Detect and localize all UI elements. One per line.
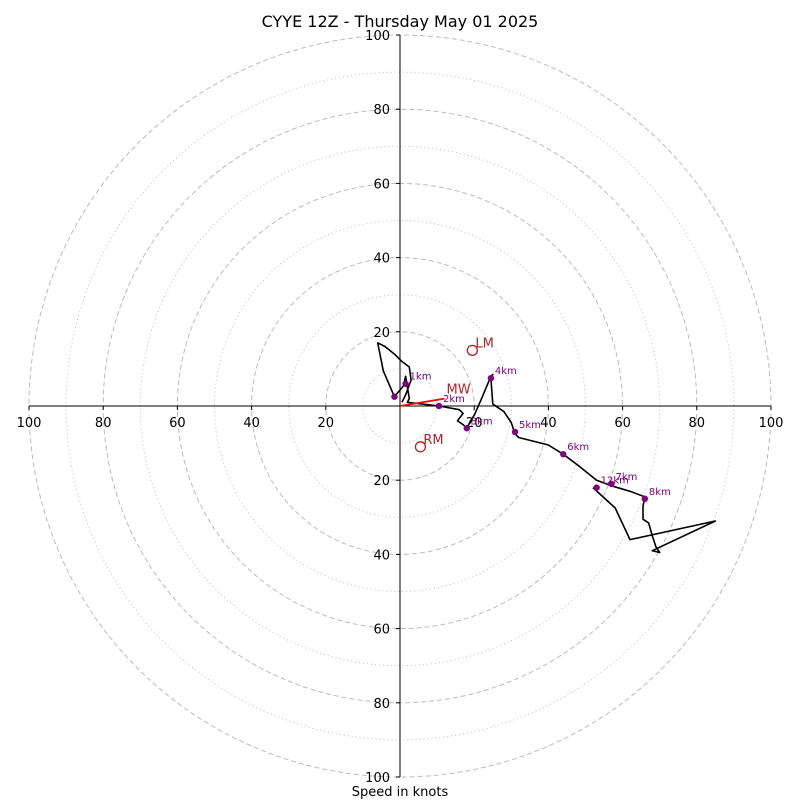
y-tick-label-2: 60	[373, 177, 390, 192]
x-tick-labels: 100 80 60 40 20 20 40 60 80 100	[17, 406, 784, 431]
height-marker-3	[463, 425, 470, 432]
x-tick-label-6: 40	[540, 416, 557, 431]
height-marker-label-2: 2km	[443, 394, 465, 405]
y-tick-label-3: 40	[373, 252, 390, 267]
height-marker-5	[511, 428, 519, 436]
storm-motion-label-0: LM	[475, 336, 493, 351]
height-marker-1	[402, 380, 409, 387]
y-tick-label-1: 80	[373, 103, 390, 118]
height-marker-label-7: 7km	[615, 472, 637, 483]
height-marker-9	[593, 484, 600, 491]
height-marker-2	[435, 402, 443, 410]
x-tick-label-3: 40	[243, 416, 260, 431]
x-tick-label-2: 60	[169, 416, 186, 431]
y-tick-label-5: 20	[373, 474, 390, 489]
mean-wind-label: MW	[447, 383, 471, 398]
y-tick-label-8: 80	[373, 697, 390, 712]
x-tick-label-8: 80	[689, 416, 706, 431]
storm-motion-markers: LM RM MW	[414, 336, 494, 453]
y-tick-labels: 100 80 60 40 20 20 40 60 80 100	[365, 29, 400, 786]
y-tick-label-0: 100	[365, 29, 390, 44]
height-marker-0	[391, 393, 398, 400]
storm-motion-label-1: RM	[423, 433, 443, 448]
height-markers: 1km 2km 3km 4km 5km 6km 7km 8km 12km	[391, 366, 671, 502]
height-marker-label-6: 6km	[567, 442, 589, 453]
storm-motion-marker-1	[414, 441, 427, 453]
x-tick-label-9: 100	[759, 416, 784, 431]
height-marker-label-9: 12km	[601, 476, 629, 487]
y-tick-label-6: 40	[373, 548, 390, 563]
height-marker-7	[608, 480, 615, 488]
height-marker-6	[560, 451, 567, 458]
x-tick-label-1: 80	[95, 416, 112, 431]
storm-motion-marker-0	[466, 344, 478, 357]
height-marker-label-8: 8km	[649, 487, 671, 498]
chart-title: CYYE 12Z - Thursday May 01 2025	[262, 12, 539, 31]
x-axis-title: Speed in knots	[352, 785, 449, 800]
mean-wind-vector	[399, 397, 445, 407]
height-marker-label-4: 4km	[495, 366, 517, 377]
x-tick-label-4: 20	[318, 416, 335, 431]
y-tick-label-9: 100	[365, 771, 390, 786]
height-marker-8	[641, 495, 649, 502]
height-marker-label-5: 5km	[519, 420, 541, 431]
y-tick-label-4: 20	[373, 326, 390, 341]
height-marker-label-1: 1km	[410, 372, 432, 383]
x-tick-label-0: 100	[17, 416, 42, 431]
y-tick-label-7: 60	[373, 623, 390, 638]
x-tick-label-5: 20	[466, 416, 483, 431]
height-marker-label-3: 3km	[471, 416, 493, 427]
x-tick-label-7: 60	[614, 416, 631, 431]
height-marker-4	[487, 374, 495, 382]
